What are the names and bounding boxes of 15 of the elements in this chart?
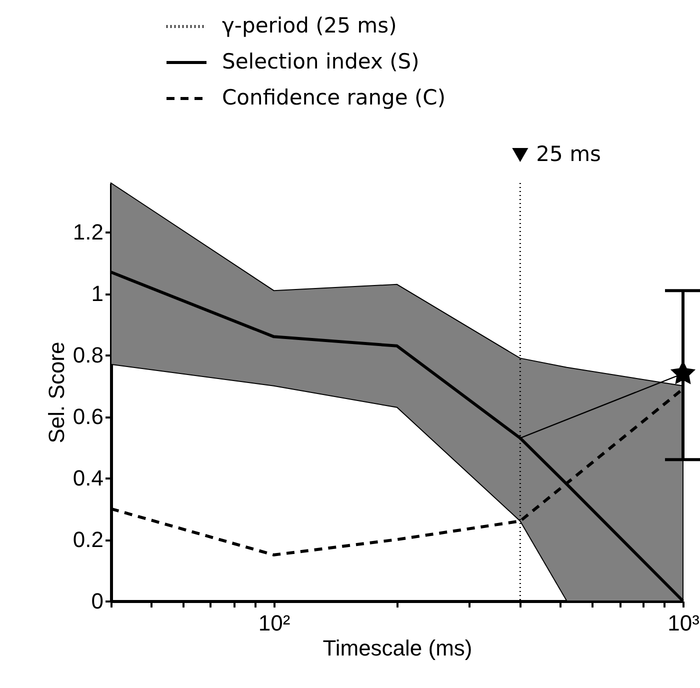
y-tick-label: 0.4 [72, 466, 104, 491]
legend-label: Selection index (S) [222, 50, 420, 74]
x-tick-label: 10² [258, 610, 290, 636]
legend-label: Confidence range (C) [222, 86, 446, 110]
y-axis-title: Sel. Score [44, 342, 69, 444]
y-tick-label: 0.8 [72, 342, 104, 368]
x-axis-title: Timescale (ms) [322, 636, 472, 660]
y-tick-label: 0 [91, 588, 104, 614]
y-tick-label: 0.2 [72, 527, 104, 552]
y-tick-label: 1 [91, 281, 104, 306]
legend-label: γ-period (25 ms) [222, 14, 397, 38]
x-tick-label: 10³ [668, 610, 700, 636]
y-tick-label: 1.2 [72, 220, 104, 245]
y-tick-label: 0.6 [72, 404, 104, 430]
text: 25 ms [536, 142, 601, 166]
